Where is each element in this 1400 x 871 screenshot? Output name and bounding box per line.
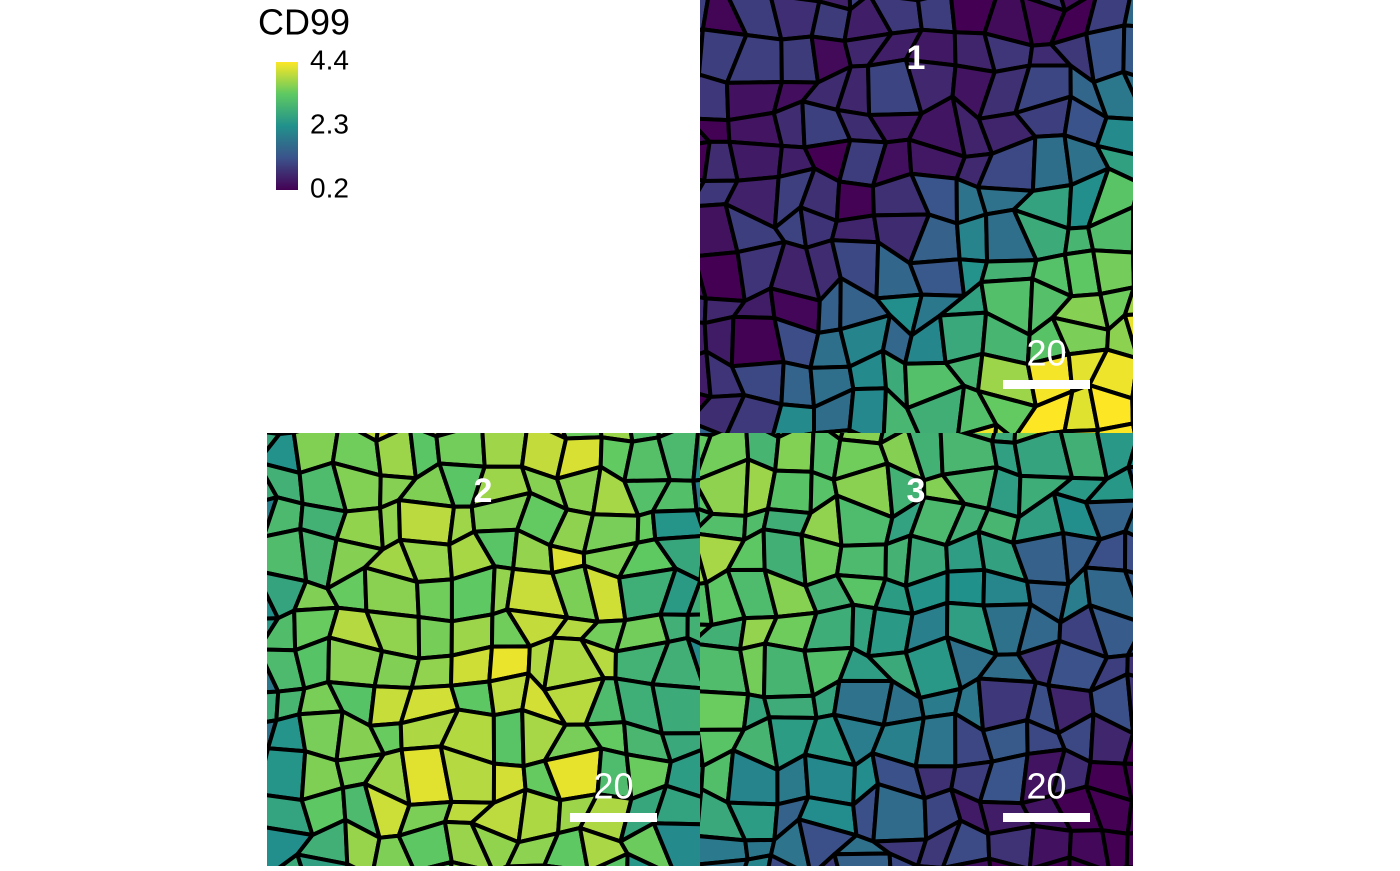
panel-label: 3	[907, 472, 926, 510]
cell	[837, 544, 886, 578]
cell	[668, 292, 706, 323]
cell	[660, 29, 703, 74]
cell	[1140, 106, 1176, 155]
cell	[257, 387, 309, 435]
cells	[219, 385, 747, 866]
scale-bar	[1003, 380, 1090, 389]
cell	[482, 403, 528, 424]
cell	[658, 142, 710, 181]
cell	[1127, 829, 1176, 866]
cell	[451, 647, 492, 686]
scale-bar-label: 20	[1026, 333, 1066, 374]
cell	[918, 0, 955, 32]
cell	[658, 387, 704, 438]
cell	[1127, 651, 1169, 686]
cell	[1124, 764, 1177, 801]
cell	[652, 172, 704, 207]
cell	[1125, 531, 1179, 583]
cell	[1133, 207, 1171, 258]
cell	[832, 215, 878, 242]
cell	[1140, 136, 1175, 190]
cell	[410, 388, 459, 436]
colorbar-tick-label: 0.2	[310, 172, 349, 203]
cell	[1127, 674, 1179, 733]
scale-bar	[1003, 813, 1090, 822]
cell	[957, 214, 987, 261]
panel: 1 20	[651, 0, 1181, 479]
cell	[1129, 467, 1175, 511]
cell	[656, 242, 706, 298]
legend-title: CD99	[258, 2, 350, 43]
cell	[1133, 183, 1175, 219]
cell	[222, 826, 265, 866]
panel-label: 1	[907, 39, 926, 77]
cell	[1128, 609, 1181, 655]
cell	[436, 403, 486, 437]
cell	[417, 579, 452, 621]
cell	[768, 471, 812, 513]
cell	[1102, 830, 1128, 866]
cell	[688, 118, 729, 142]
cell	[1125, 571, 1181, 624]
cell	[547, 393, 602, 439]
cell	[436, 424, 484, 467]
cell	[419, 617, 452, 659]
cell	[238, 385, 279, 435]
colorbar-tick-label: 2.3	[310, 108, 349, 139]
cell	[916, 714, 956, 767]
cell	[412, 656, 452, 688]
cell	[652, 684, 708, 733]
cell	[1132, 358, 1176, 398]
panel: 2 20	[219, 385, 747, 866]
scale-bar-label: 20	[1026, 766, 1066, 807]
cell	[225, 748, 268, 797]
scale-bar-label: 20	[593, 766, 633, 807]
cell	[667, 63, 699, 119]
cell	[764, 696, 817, 718]
cells	[653, 384, 1182, 866]
colorbar-tick-label: 4.4	[310, 44, 349, 75]
cell	[1129, 427, 1166, 467]
cell	[1128, 794, 1177, 834]
cell	[652, 207, 694, 257]
cell	[834, 853, 892, 866]
scale-bar	[570, 813, 657, 822]
cell	[255, 529, 307, 581]
cell	[220, 536, 263, 570]
panel: 3 20	[653, 384, 1182, 866]
cell	[688, 75, 728, 121]
cell	[1140, 395, 1166, 431]
cell	[947, 570, 984, 606]
colorbar	[276, 62, 298, 190]
cell	[1133, 422, 1168, 464]
cell	[257, 748, 305, 800]
cell	[494, 710, 524, 766]
cell	[597, 395, 633, 442]
cell	[399, 500, 454, 545]
cell	[1125, 287, 1179, 315]
cell	[729, 142, 782, 181]
cell	[222, 794, 260, 839]
cell	[1133, 252, 1179, 290]
cell	[294, 387, 340, 433]
cell	[1132, 392, 1160, 423]
panel-label: 2	[474, 472, 493, 510]
cell	[511, 393, 566, 439]
cell	[672, 351, 711, 396]
